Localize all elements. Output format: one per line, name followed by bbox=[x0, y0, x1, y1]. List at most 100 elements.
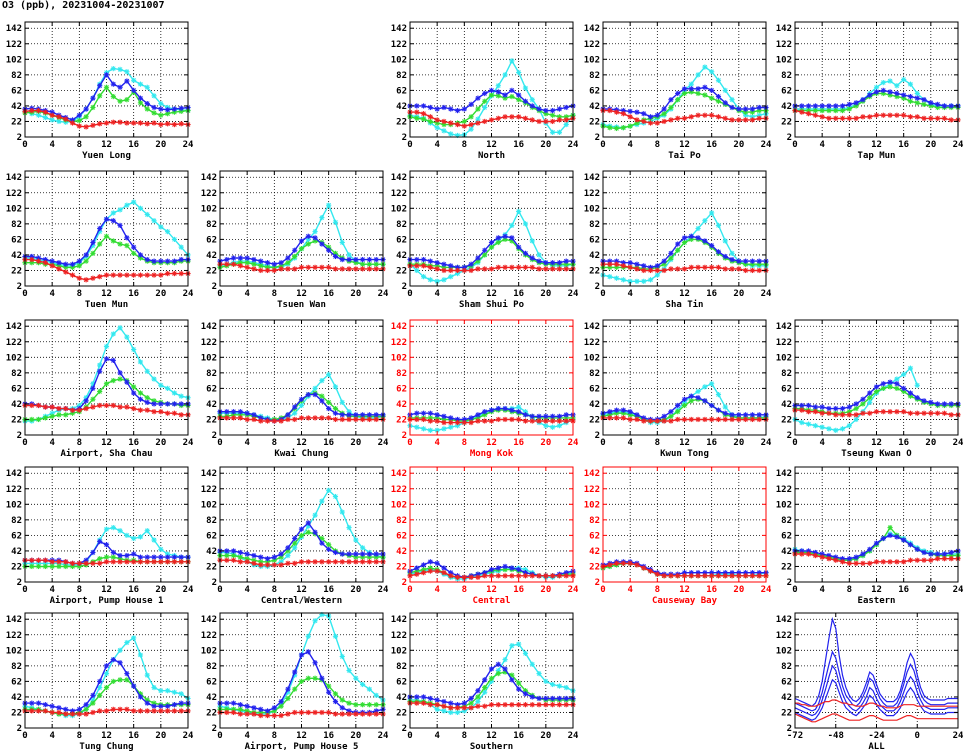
data-point bbox=[907, 557, 914, 563]
data-point bbox=[482, 677, 488, 683]
data-point bbox=[488, 407, 495, 413]
data-point bbox=[165, 121, 171, 127]
data-point bbox=[475, 120, 481, 126]
x-tick-label: 12 bbox=[101, 438, 112, 448]
y-tick-label: 142 bbox=[391, 173, 407, 183]
data-point bbox=[607, 562, 613, 568]
data-point bbox=[536, 118, 542, 125]
data-point bbox=[251, 256, 257, 263]
data-point bbox=[110, 119, 116, 125]
data-point bbox=[475, 698, 481, 705]
data-point bbox=[117, 559, 123, 565]
data-point bbox=[914, 95, 920, 101]
y-tick-label: 22 bbox=[781, 415, 792, 425]
data-point bbox=[613, 109, 620, 115]
x-tick-label: 20 bbox=[350, 585, 361, 595]
data-point bbox=[305, 233, 311, 239]
data-point bbox=[427, 568, 433, 574]
data-point bbox=[901, 76, 907, 83]
data-point bbox=[529, 418, 535, 424]
x-tick-label: 16 bbox=[128, 140, 139, 150]
data-point bbox=[103, 402, 110, 409]
data-point bbox=[482, 689, 488, 695]
data-point bbox=[468, 121, 474, 128]
y-tick-label: 122 bbox=[6, 485, 22, 495]
y-tick-label: 42 bbox=[11, 547, 22, 557]
data-point bbox=[63, 116, 69, 122]
data-point bbox=[948, 103, 954, 109]
data-point bbox=[839, 103, 846, 109]
data-point bbox=[420, 570, 427, 576]
data-point bbox=[339, 239, 345, 246]
data-point bbox=[853, 115, 859, 121]
x-tick-label: 4 bbox=[244, 438, 250, 448]
data-point bbox=[702, 384, 708, 390]
data-point bbox=[935, 556, 941, 562]
data-point bbox=[124, 379, 130, 385]
data-point bbox=[805, 409, 812, 415]
data-point bbox=[482, 252, 488, 258]
data-point bbox=[894, 559, 900, 565]
data-point bbox=[647, 267, 654, 274]
y-tick-label: 122 bbox=[584, 485, 600, 495]
data-point bbox=[495, 235, 501, 241]
data-point bbox=[681, 402, 688, 409]
data-point bbox=[144, 708, 150, 714]
data-point bbox=[709, 573, 715, 579]
data-point bbox=[482, 573, 488, 579]
data-point bbox=[171, 559, 178, 565]
data-point bbox=[736, 117, 742, 123]
data-point bbox=[833, 107, 839, 114]
data-point bbox=[103, 554, 110, 560]
data-point bbox=[117, 677, 123, 683]
x-tick-label: 20 bbox=[925, 438, 936, 448]
data-point bbox=[35, 107, 42, 114]
x-tick-label: 24 bbox=[183, 731, 194, 741]
data-point bbox=[867, 92, 873, 98]
data-point bbox=[620, 560, 626, 566]
data-point bbox=[244, 264, 250, 270]
series-line bbox=[794, 616, 958, 707]
data-point bbox=[97, 388, 103, 395]
x-tick-label: 20 bbox=[925, 140, 936, 150]
data-point bbox=[709, 112, 715, 118]
y-tick-label: 62 bbox=[206, 677, 217, 687]
data-point bbox=[668, 97, 674, 103]
data-point bbox=[715, 249, 722, 255]
x-tick-label: 24 bbox=[568, 140, 579, 150]
data-point bbox=[688, 233, 694, 239]
data-point bbox=[627, 264, 633, 270]
data-point bbox=[237, 409, 243, 415]
x-tick-label: 0 bbox=[217, 289, 222, 299]
data-point bbox=[441, 128, 447, 134]
data-point bbox=[509, 565, 515, 571]
data-point bbox=[563, 412, 569, 418]
station-title: Airport, Pump House 1 bbox=[50, 595, 164, 606]
data-point bbox=[373, 692, 379, 698]
data-point bbox=[332, 711, 339, 717]
y-tick-label: 2 bbox=[17, 578, 22, 588]
data-point bbox=[461, 123, 467, 129]
data-point bbox=[681, 86, 688, 92]
y-tick-label: 62 bbox=[206, 384, 217, 394]
data-point bbox=[278, 698, 284, 705]
data-point bbox=[749, 267, 756, 274]
y-tick-label: 82 bbox=[589, 516, 600, 526]
data-point bbox=[56, 266, 62, 272]
data-point bbox=[702, 416, 708, 423]
data-point bbox=[502, 264, 508, 270]
data-point bbox=[360, 266, 366, 272]
data-point bbox=[278, 551, 284, 557]
data-point bbox=[90, 275, 96, 281]
data-point bbox=[158, 688, 164, 694]
data-point bbox=[285, 255, 291, 261]
data-point bbox=[420, 103, 427, 109]
data-point bbox=[434, 260, 440, 266]
y-tick-label: 142 bbox=[6, 469, 22, 479]
data-point bbox=[749, 117, 756, 123]
x-tick-label: 4 bbox=[49, 731, 55, 741]
data-point bbox=[873, 409, 880, 415]
y-tick-label: 142 bbox=[584, 24, 600, 34]
